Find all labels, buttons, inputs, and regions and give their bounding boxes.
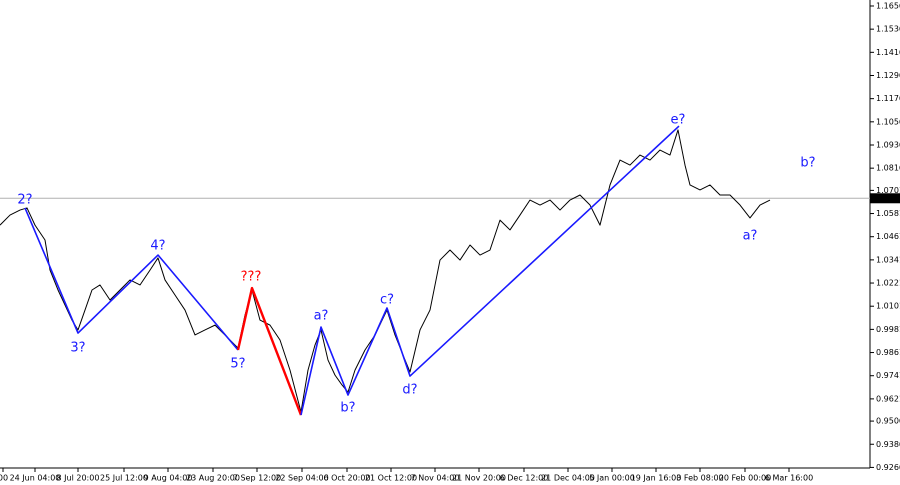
y-tick-label: 1.1296 [876,71,900,80]
price-line [0,129,771,413]
wave-label: 4? [150,238,165,253]
wave-label: 2? [17,193,32,208]
wave-label: a? [743,228,758,243]
x-tick-label: 9 Aug 04:00 [144,474,193,483]
wave-label: a? [314,309,329,324]
x-tick-label: 24 Jun 04:00 [10,474,61,483]
wave-label: 3? [70,341,85,356]
current-price-label: 1.0660 [873,194,900,203]
x-tick-label: 7 Nov 04:00 [411,474,460,483]
wave-label: ??? [241,270,262,285]
y-tick-label: 1.1536 [876,25,900,34]
x-tick-label: 5 Jan 00:00 [589,474,635,483]
y-tick-label: 1.0101 [876,302,900,311]
x-tick-label: 3 Feb 08:00 [676,474,723,483]
y-tick-label: 0.9386 [876,440,900,449]
x-tick-label: 22 Sep 04:00 [275,474,328,483]
wave-label: 5? [230,357,245,372]
y-tick-label: 0.9741 [876,371,900,380]
y-tick-label: 1.1176 [876,94,900,103]
x-tick-label: 20 Feb 00:00 [719,474,771,483]
y-tick-label: 0.9861 [876,348,900,357]
x-tick-label: 21 Dec 04:00 [541,474,595,483]
current-price-box [870,193,900,204]
x-tick-label: 6 Oct 20:00 [323,474,370,483]
x-tick-label: 00 [0,474,8,483]
wave-label: e? [671,113,686,128]
wave-label: b? [340,400,355,415]
y-tick-label: 0.9981 [876,325,900,334]
x-tick-label: 6 Dec 12:00 [500,474,549,483]
x-tick-label: 8 Jul 20:00 [57,474,100,483]
x-tick-label: 6 Mar 16:00 [765,474,813,483]
wave-line [236,286,303,416]
wave-line [300,125,680,416]
x-tick-label: 23 Aug 20:00 [186,474,240,483]
y-tick-label: 1.1416 [876,48,900,57]
y-tick-label: 1.1656 [876,1,900,10]
wave-label: d? [402,383,417,398]
x-tick-label: 19 Jan 16:00 [631,474,682,483]
x-tick-label: 25 Jul 12:00 [100,474,148,483]
wave-label: c? [380,293,394,308]
wave-label: b? [800,155,815,170]
y-tick-label: 1.0936 [876,140,900,149]
x-tick-label: 21 Oct 12:00 [365,474,417,483]
y-tick-label: 0.9266 [876,463,900,472]
x-tick-label: 21 Nov 20:00 [452,474,506,483]
wave-line [24,207,239,351]
y-tick-label: 1.0816 [876,164,900,173]
y-tick-label: 0.9506 [876,417,900,426]
y-tick-label: 0.9621 [876,394,900,403]
y-tick-label: 1.1056 [876,117,900,126]
x-tick-label: 7 Sep 12:00 [233,474,281,483]
